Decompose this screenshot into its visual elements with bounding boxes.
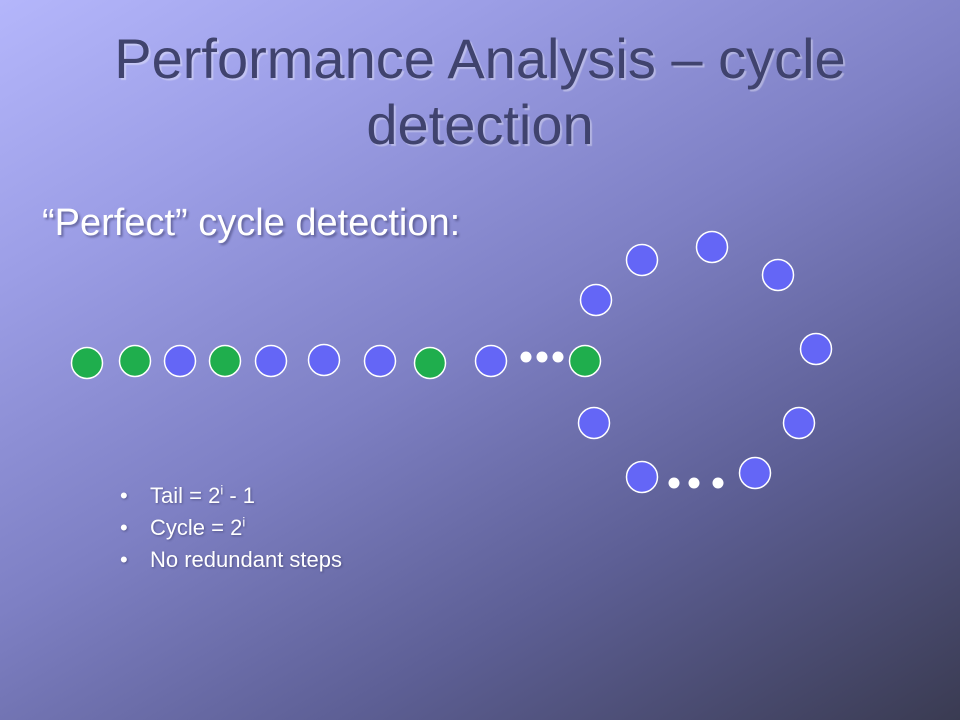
slide-title: Performance Analysis – cycle detection	[114, 27, 846, 156]
tail-node	[307, 343, 341, 377]
cycle-node	[738, 456, 772, 490]
cycle-node	[579, 283, 613, 317]
junction-node	[568, 344, 602, 378]
bullet-tail-text: Tail = 2	[150, 483, 221, 508]
subtitle: “Perfect” cycle detection:	[42, 202, 461, 244]
tail-node	[70, 346, 104, 380]
cycle-ellipsis-dot	[688, 477, 700, 489]
tail-node	[363, 344, 397, 378]
bullet-tail: Tail = 2i - 1	[120, 480, 342, 512]
bullet-list: Tail = 2i - 1 Cycle = 2i No redundant st…	[120, 480, 342, 576]
bullet-cycle: Cycle = 2i	[120, 512, 342, 544]
cycle-node	[799, 332, 833, 366]
cycle-node	[761, 258, 795, 292]
bullet-no-redundant-text: No redundant steps	[150, 547, 343, 572]
tail-node	[254, 344, 288, 378]
bullet-cycle-superscript: i	[242, 514, 246, 530]
bullet-cycle-text: Cycle = 2	[150, 515, 243, 540]
cycle-node	[625, 460, 659, 494]
cycle-node	[625, 243, 659, 277]
cycle-ellipsis-dot	[712, 477, 724, 489]
tail-node	[413, 346, 447, 380]
cycle-node	[577, 406, 611, 440]
bullet-tail-superscript: i	[220, 482, 224, 498]
tail-ellipsis-dot	[520, 351, 532, 363]
tail-node	[208, 344, 242, 378]
cycle-node	[782, 406, 816, 440]
tail-ellipsis-dot	[536, 351, 548, 363]
tail-node	[118, 344, 152, 378]
cycle-ellipsis-dot	[668, 477, 680, 489]
bullet-tail-suffix: - 1	[223, 483, 256, 508]
tail-node	[163, 344, 197, 378]
cycle-node	[695, 230, 729, 264]
bullet-no-redundant: No redundant steps	[120, 544, 342, 576]
tail-ellipsis-dot	[552, 351, 564, 363]
tail-node	[474, 344, 508, 378]
